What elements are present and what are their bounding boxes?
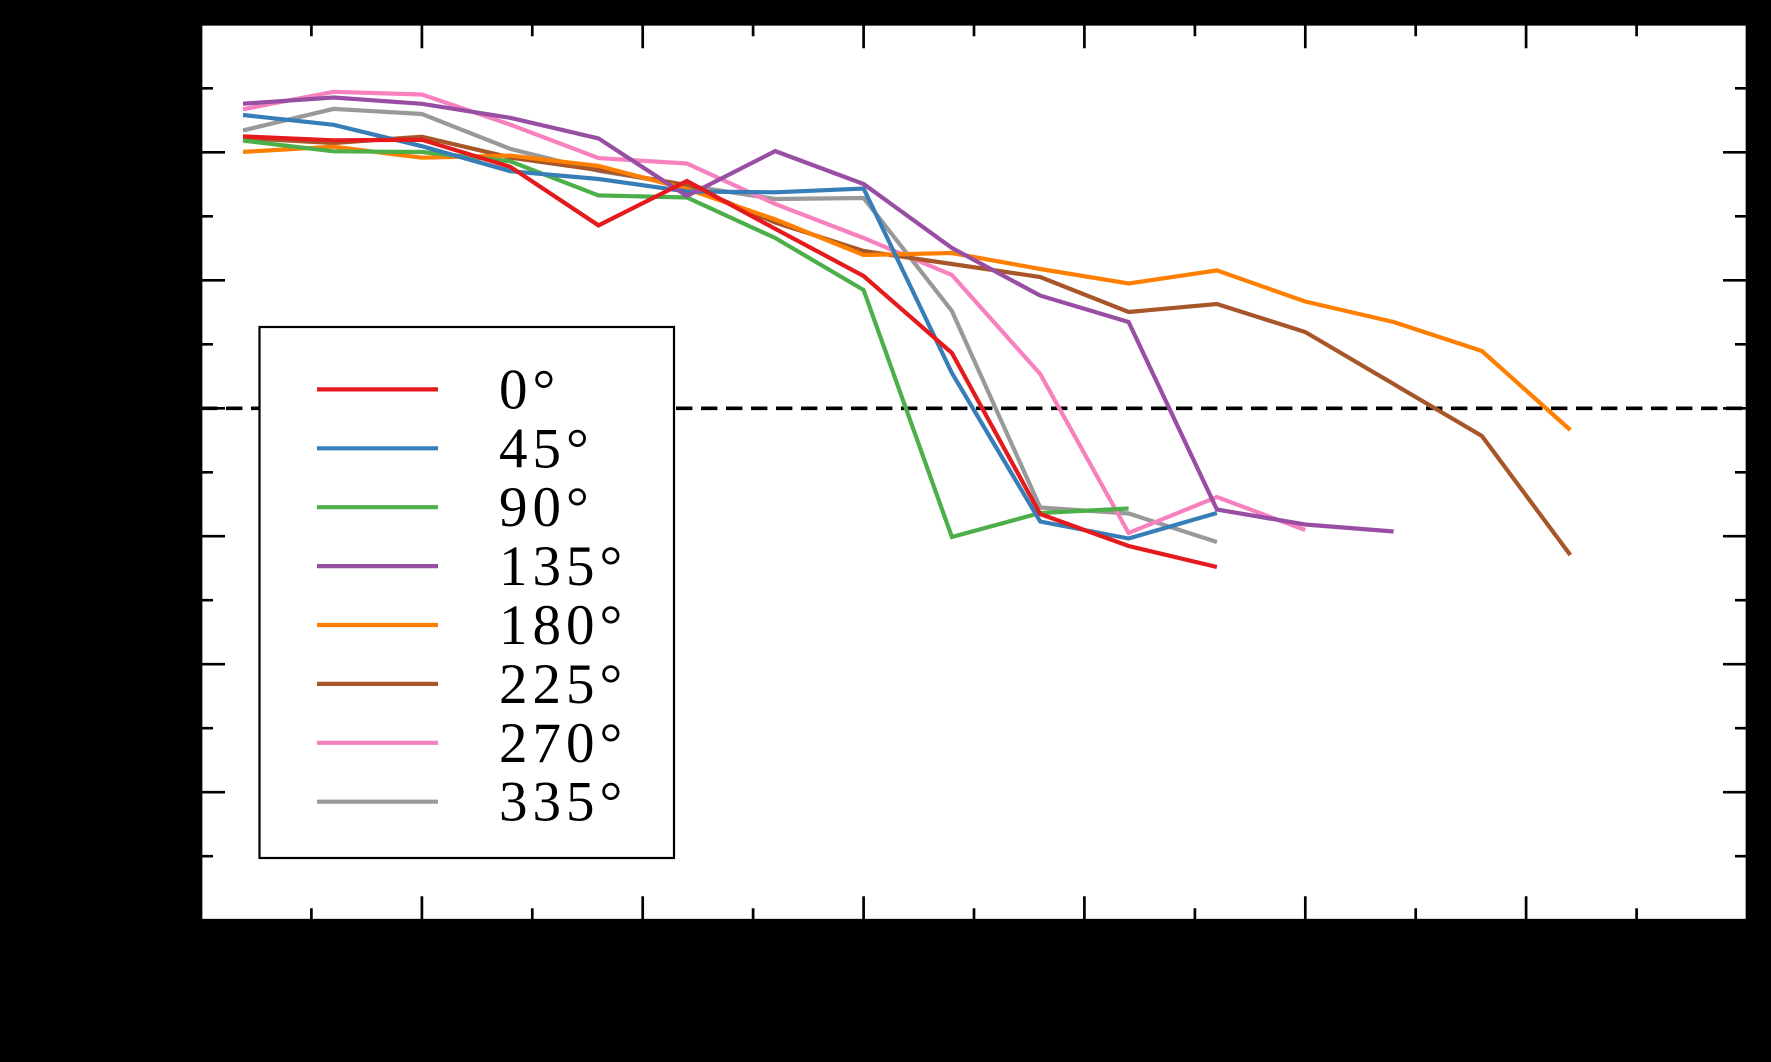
- svg-text:335°: 335°: [499, 771, 627, 834]
- svg-text:225°: 225°: [499, 653, 627, 716]
- svg-text:180°: 180°: [499, 594, 627, 657]
- svg-text:270°: 270°: [499, 712, 627, 775]
- svg-text:135°: 135°: [499, 535, 627, 598]
- svg-text:90°: 90°: [499, 476, 594, 539]
- svg-text:0°: 0°: [499, 358, 560, 421]
- svg-text:45°: 45°: [499, 417, 594, 480]
